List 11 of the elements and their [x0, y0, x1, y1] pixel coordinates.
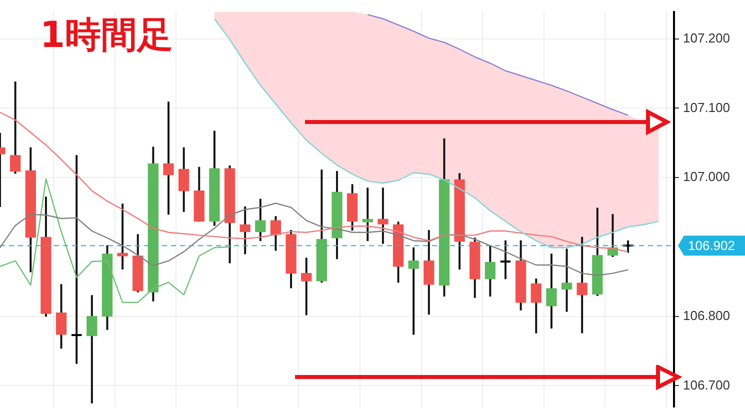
candlestick: [117, 204, 128, 270]
ref-line-label: 106.902: [688, 238, 735, 254]
candlestick: [408, 247, 419, 335]
y-tick-label: 107.100: [683, 100, 730, 115]
y-tick-label: 107.000: [683, 169, 730, 184]
candlestick: [163, 102, 174, 215]
candlestick: [362, 188, 373, 242]
y-tick-label: 106.800: [683, 308, 730, 323]
y-tick-label: 106.700: [683, 377, 730, 392]
y-tick-label: 107.200: [683, 30, 730, 46]
chart-title: 1時間足: [40, 14, 174, 58]
